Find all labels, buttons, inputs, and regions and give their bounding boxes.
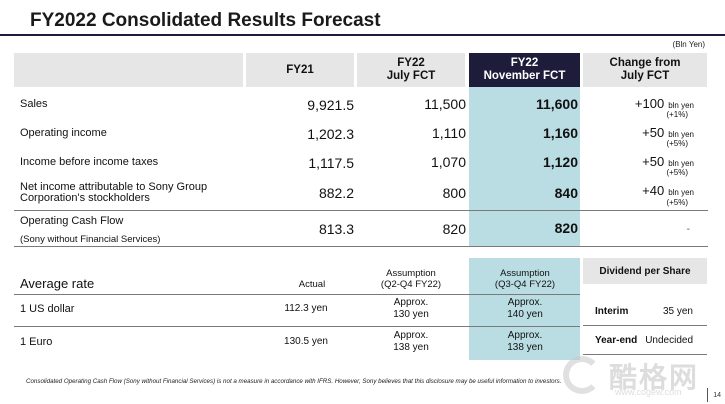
title-underline (0, 34, 725, 36)
footnote: Consolidated Operating Cash Flow (Sony w… (26, 378, 562, 385)
november-value: 1,160 (542, 125, 578, 141)
page-number: 14 (713, 392, 721, 399)
watermark-text: 酷格网 (609, 362, 700, 393)
watermark-logo: 酷格网 www.cogew.com (563, 354, 723, 400)
table-row: Sales 9,921.5 11,500 11,600 +100 bln yen … (14, 95, 708, 119)
interim-value: 35 yen (662, 306, 693, 317)
euro-november: Approx. 138 yen (507, 330, 543, 353)
july-value: 800 (442, 185, 466, 201)
change-value: +50 bln yen (642, 154, 694, 169)
header-change: Change from July FCT (583, 53, 707, 87)
july-value: 11,500 (424, 96, 466, 112)
row-label: Operating Cash Flow (20, 215, 124, 227)
interim-label: Interim (595, 306, 629, 317)
page-title: FY2022 Consolidated Results Forecast (30, 10, 381, 31)
row-label: Income before income taxes (20, 156, 159, 168)
change-value: +100 bln yen (634, 96, 694, 111)
change-percent: (+5%) (666, 198, 688, 207)
row-divider (14, 210, 708, 211)
row-divider (14, 246, 708, 247)
november-value: 11,600 (535, 96, 578, 112)
average-rate-heading: Average rate (20, 276, 95, 291)
november-value: 840 (554, 185, 578, 201)
rate-label-usd: 1 US dollar (20, 303, 75, 315)
header-blank-cell (14, 53, 243, 87)
change-value: +40 bln yen (642, 183, 694, 198)
usd-november: Approx. 140 yen (507, 297, 543, 320)
row-label-line2: (Sony without Financial Services) (20, 234, 161, 245)
fy21-value: 882.2 (318, 185, 354, 201)
july-assumption-heading: Assumption (Q2-Q4 FY22) (380, 268, 442, 290)
usd-july: Approx. 130 yen (393, 297, 429, 320)
usd-actual: 112.3 yen (284, 303, 328, 314)
yearend-label: Year-end (595, 335, 638, 346)
actual-heading: Actual (298, 279, 326, 290)
table-row: Operating income 1,202.3 1,110 1,160 +50… (14, 124, 708, 148)
fy21-value: 1,117.5 (308, 155, 354, 171)
july-value: 1,110 (432, 125, 466, 141)
fy21-value: 9,921.5 (307, 97, 354, 113)
row-label-line2: Corporation's stockholders (20, 192, 150, 204)
table-row: Operating Cash Flow (Sony without Financ… (14, 214, 708, 246)
row-divider (14, 294, 580, 295)
watermark-url: www.cogew.com (615, 387, 682, 397)
dividend-heading: Dividend per Share (583, 258, 707, 284)
change-value: - (686, 224, 690, 235)
header-fy22-july: FY22 July FCT (357, 53, 465, 87)
change-percent: (+1%) (666, 110, 688, 119)
rate-label-euro: 1 Euro (20, 336, 53, 348)
row-label: Net income attributable to Sony Group (20, 181, 208, 193)
november-assumption-heading: Assumption (Q3-Q4 FY22) (494, 268, 556, 290)
november-column-highlight (469, 87, 580, 246)
watermark-icon (563, 356, 601, 394)
euro-actual: 130.5 yen (284, 336, 328, 347)
dividend-yearend-row: Year-end Undecided (583, 327, 707, 355)
change-percent: (+5%) (666, 168, 688, 177)
november-value: 1,120 (542, 154, 578, 170)
november-value: 820 (554, 220, 578, 236)
july-value: 820 (442, 221, 466, 237)
fy21-value: 1,202.3 (307, 126, 354, 142)
header-fy22-november: FY22 November FCT (469, 53, 580, 87)
july-value: 1,070 (430, 154, 466, 170)
yearend-value: Undecided (645, 335, 693, 346)
fy21-value: 813.3 (318, 221, 354, 237)
change-value: +50 bln yen (642, 125, 694, 140)
table-row: Income before income taxes 1,117.5 1,070… (14, 153, 708, 177)
change-percent: (+5%) (666, 139, 688, 148)
row-label: Sales (20, 98, 48, 110)
dividend-interim-row: Interim 35 yen (583, 298, 707, 326)
unit-label: (Bln Yen) (672, 40, 705, 49)
page-divider (707, 388, 708, 402)
row-divider (14, 326, 580, 327)
euro-july: Approx. 138 yen (393, 330, 429, 353)
november-rate-column-highlight (469, 258, 580, 360)
table-row: Net income attributable to Sony Group Co… (14, 181, 708, 208)
row-label: Operating income (20, 127, 107, 139)
header-fy21: FY21 (246, 53, 354, 87)
